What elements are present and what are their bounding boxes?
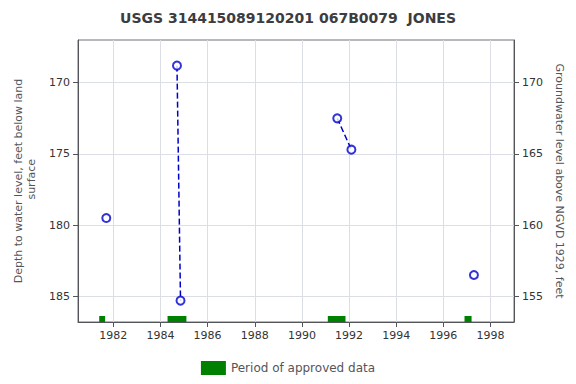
svg-text:surface: surface [25,159,38,203]
svg-text:175: 175 [49,147,70,160]
svg-text:1996: 1996 [429,329,457,342]
svg-text:1982: 1982 [99,329,127,342]
svg-text:1988: 1988 [241,329,269,342]
svg-text:Groundwater level above NGVD 1: Groundwater level above NGVD 1929, feet [553,63,566,299]
svg-text:1990: 1990 [288,329,316,342]
svg-text:1992: 1992 [335,329,363,342]
svg-text:1984: 1984 [146,329,174,342]
svg-text:USGS 314415089120201 067B0079: USGS 314415089120201 067B0079 JONES [120,10,456,26]
svg-text:1994: 1994 [382,329,410,342]
svg-text:185: 185 [49,290,70,303]
svg-text:160: 160 [522,219,543,232]
svg-text:180: 180 [49,219,70,232]
svg-text:170: 170 [522,76,543,89]
svg-text:155: 155 [522,290,543,303]
svg-text:Depth to water level, feet bel: Depth to water level, feet below land [12,79,25,284]
svg-text:1998: 1998 [476,329,504,342]
svg-text:1986: 1986 [194,329,222,342]
svg-text:170: 170 [49,76,70,89]
svg-text:165: 165 [522,147,543,160]
svg-text:Period of approved data: Period of approved data [231,361,375,375]
